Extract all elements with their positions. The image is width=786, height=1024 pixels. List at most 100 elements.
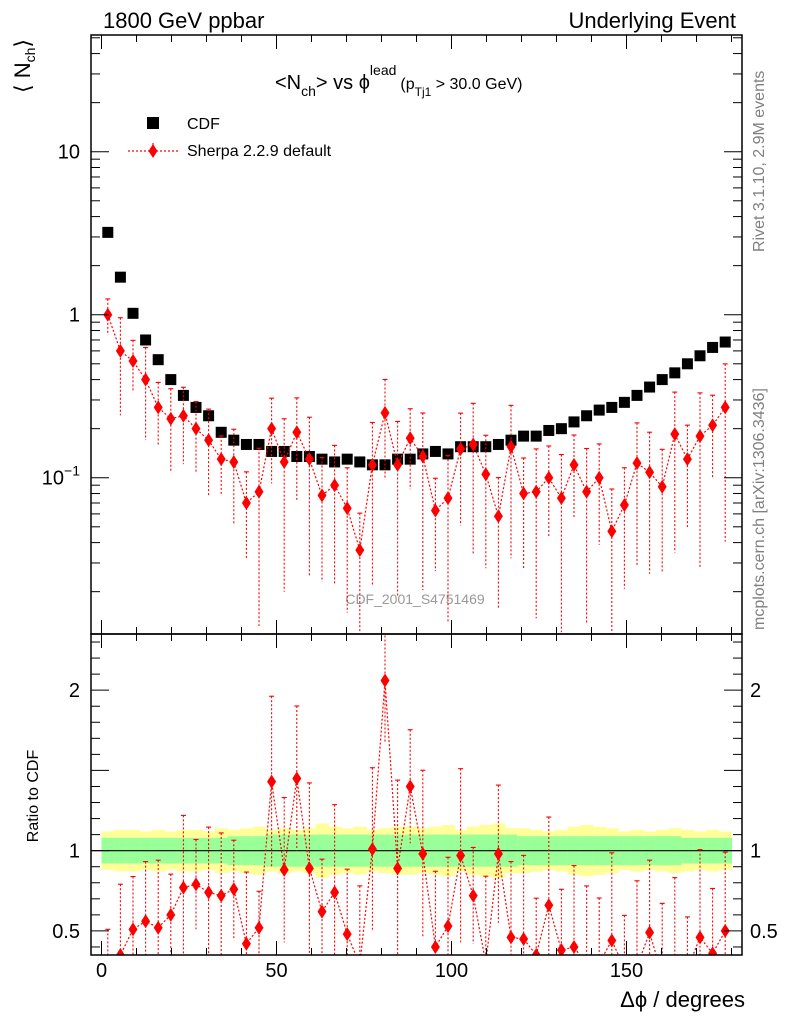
ratio-y-tick-label: 0.5: [52, 921, 80, 943]
cdf-point: [681, 358, 693, 370]
sherpa-point: [267, 421, 277, 436]
cdf-point: [203, 410, 215, 422]
ratio-point: [204, 885, 214, 900]
sherpa-point: [317, 488, 327, 503]
sherpa-point: [304, 452, 314, 467]
cdf-point: [102, 226, 114, 238]
svg-text:⟨ Nch⟩: ⟨ Nch⟩: [10, 39, 38, 93]
sherpa-point: [556, 491, 566, 506]
sherpa-point: [367, 457, 377, 472]
cdf-point: [669, 367, 681, 379]
mcplots-text: mcplots.cern.ch [arXiv:1306.3436]: [751, 388, 768, 630]
cdf-point: [152, 354, 164, 366]
cdf-point: [291, 450, 303, 462]
cdf-point: [480, 441, 492, 453]
cdf-point: [215, 426, 227, 438]
cdf-point: [631, 389, 643, 401]
cdf-point: [354, 456, 366, 468]
ratio-frame: [90, 633, 743, 956]
sherpa-point: [330, 478, 340, 493]
ratio-y-tick-label: 2: [69, 680, 80, 702]
sherpa-point: [191, 421, 201, 436]
cdf-point: [656, 374, 668, 386]
ratio-point: [279, 862, 289, 877]
ratio-point: [418, 846, 428, 861]
sherpa-point: [720, 400, 730, 415]
ratio-point: [128, 922, 138, 937]
cdf-point: [543, 424, 555, 436]
cdf-point: [518, 430, 530, 442]
legend: CDF Sherpa 2.2.9 default: [128, 116, 332, 160]
ratio-point: [544, 898, 554, 913]
ratio-point: [317, 904, 327, 919]
sherpa-point: [569, 457, 579, 472]
analysis-watermark: CDF_2001_S4751469: [345, 591, 485, 607]
cdf-point: [404, 453, 416, 465]
ratio-point: [304, 861, 314, 876]
ratio-point: [468, 888, 478, 903]
sherpa-point: [355, 543, 365, 558]
ratio-point: [115, 948, 125, 955]
ratio-point: [519, 931, 529, 946]
header-right: Underlying Event: [568, 8, 736, 33]
x-tick-label: 50: [265, 960, 287, 982]
sherpa-point: [582, 484, 592, 499]
sherpa-point: [141, 372, 151, 387]
sherpa-point: [418, 449, 428, 464]
cdf-point: [530, 430, 542, 442]
sherpa-point: [405, 431, 415, 446]
ratio-point: [229, 882, 239, 897]
ratio-point: [355, 958, 364, 972]
sherpa-point: [619, 498, 629, 513]
ratio-point: [141, 914, 151, 929]
x-axis-label: Δϕ / degrees: [620, 987, 745, 1012]
cdf-point: [555, 423, 567, 435]
ratio-point: [456, 848, 466, 863]
ratio-y-tick-label-right: 1: [750, 841, 761, 863]
cdf-point: [618, 396, 630, 408]
sherpa-point: [544, 470, 554, 485]
cdf-point: [581, 410, 593, 422]
ratio-point: [330, 885, 340, 900]
ratio-y-tick-label-right: 2: [750, 680, 761, 702]
sherpa-point: [279, 454, 289, 469]
cdf-point: [719, 336, 731, 348]
y-tick-label: 10−1: [42, 463, 80, 490]
cdf-point: [694, 350, 706, 362]
sherpa-point: [456, 442, 466, 457]
plot-title: <Nch> vs ϕlead(pTj1 > 30.0 GeV): [275, 62, 522, 99]
cdf-point: [568, 416, 580, 428]
main-panel: [102, 226, 731, 634]
header-left: 1800 GeV ppbar: [103, 8, 264, 33]
ratio-point: [708, 946, 718, 955]
sherpa-line: [107, 314, 726, 551]
sherpa-point: [115, 343, 125, 358]
sherpa-point: [645, 465, 655, 480]
y-axis-label: ⟨ Nch⟩: [10, 39, 38, 93]
cdf-point: [165, 374, 177, 386]
sherpa-point: [531, 484, 541, 499]
ratio-axis-label: Ratio to CDF: [25, 750, 42, 843]
ratio-point: [405, 779, 415, 794]
ratio-y-tick-label-right: 0.5: [750, 921, 778, 943]
sherpa-point: [682, 452, 692, 467]
legend-sherpa-marker: [148, 144, 158, 158]
cdf-point: [228, 434, 240, 446]
sherpa-point: [430, 503, 440, 518]
sherpa-point: [506, 439, 516, 454]
sherpa-point: [342, 501, 352, 516]
ratio-point: [569, 939, 579, 954]
sherpa-point: [216, 452, 226, 467]
sherpa-point: [607, 524, 617, 539]
axes: 0 50 100 150 10−1 1 10 0.5 0.5 1 1 2 2: [42, 34, 778, 982]
sherpa-point: [254, 484, 264, 499]
sherpa-point: [166, 411, 176, 426]
ratio-point: [595, 956, 604, 970]
legend-sherpa-label: Sherpa 2.2.9 default: [187, 143, 332, 160]
ratio-point: [645, 925, 655, 940]
ratio-point: [607, 933, 617, 948]
ratio-point: [443, 919, 453, 934]
ratio-point: [166, 907, 176, 922]
sherpa-point: [594, 470, 604, 485]
cdf-point: [644, 381, 656, 393]
